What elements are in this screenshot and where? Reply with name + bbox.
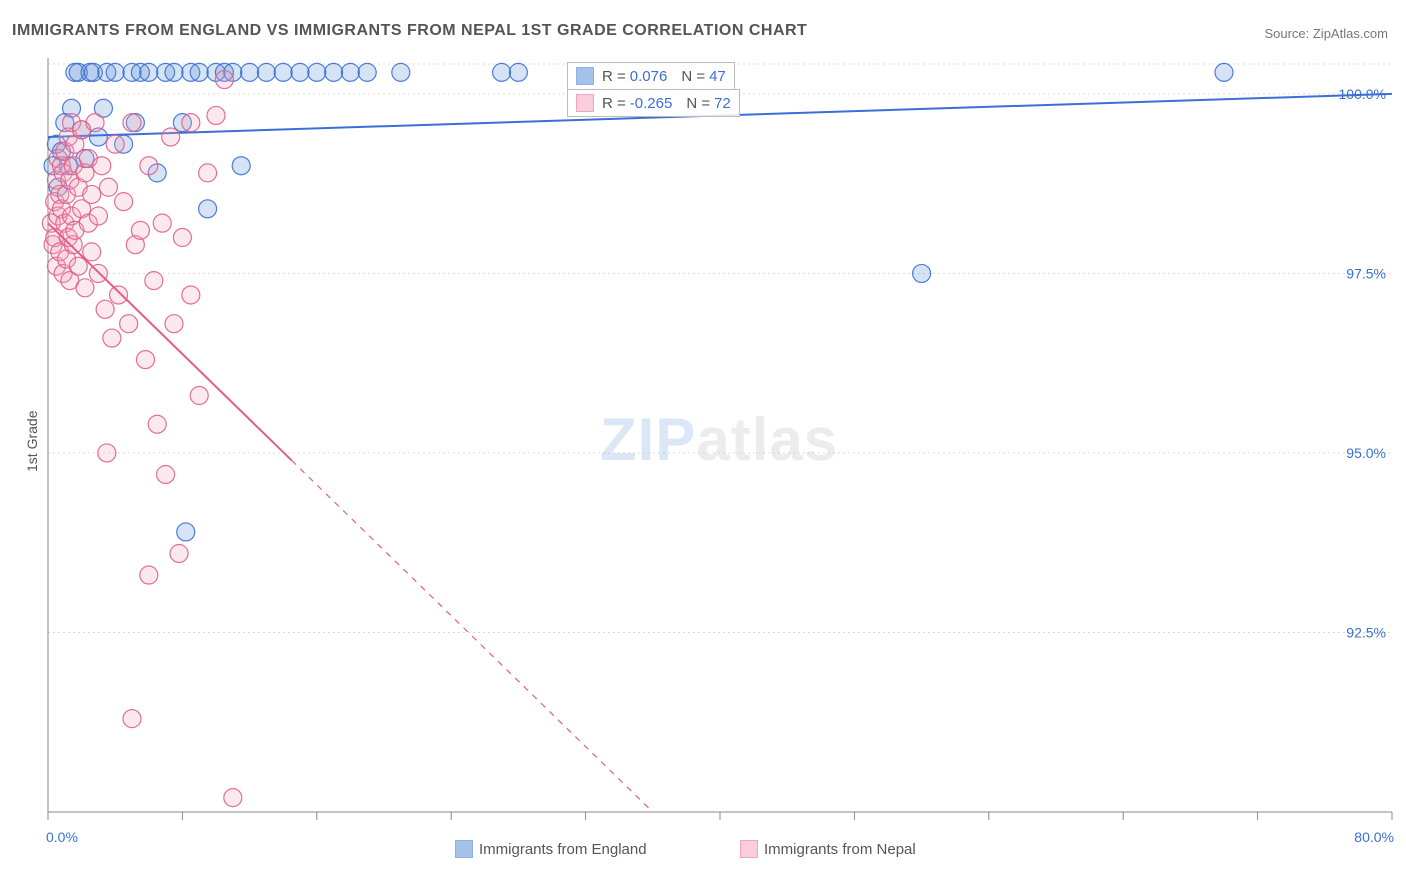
data-point-nepal	[165, 315, 183, 333]
corr-r-label: R =	[602, 95, 626, 112]
scatter-plot: 100.0%97.5%95.0%92.5%0.0%80.0%ZIPatlas	[0, 0, 1406, 892]
corr-swatch-england	[576, 67, 594, 85]
data-point-england	[493, 63, 511, 81]
data-point-england	[341, 63, 359, 81]
data-point-nepal	[182, 286, 200, 304]
data-point-nepal	[157, 465, 175, 483]
data-point-england	[325, 63, 343, 81]
data-point-nepal	[93, 157, 111, 175]
data-point-nepal	[103, 329, 121, 347]
corr-n-label: N =	[686, 95, 710, 112]
data-point-england	[199, 200, 217, 218]
data-point-nepal	[110, 286, 128, 304]
data-point-nepal	[207, 106, 225, 124]
legend-swatch-england	[455, 840, 473, 858]
legend-item-nepal: Immigrants from Nepal	[740, 840, 916, 858]
data-point-england	[274, 63, 292, 81]
data-point-nepal	[96, 300, 114, 318]
data-point-nepal	[136, 351, 154, 369]
data-point-england	[392, 63, 410, 81]
data-point-england	[241, 63, 259, 81]
data-point-england	[257, 63, 275, 81]
data-point-england	[913, 264, 931, 282]
data-point-nepal	[123, 114, 141, 132]
corr-n-value-nepal: 72	[714, 95, 731, 112]
data-point-nepal	[215, 71, 233, 89]
legend-item-england: Immigrants from England	[455, 840, 647, 858]
data-point-nepal	[98, 444, 116, 462]
data-point-england	[106, 63, 124, 81]
corr-r-label: R =	[602, 68, 626, 85]
x-tick-label: 0.0%	[46, 829, 78, 845]
data-point-nepal	[83, 185, 101, 203]
correlation-box-england: R =0.076 N =47	[567, 62, 735, 90]
data-point-england	[232, 157, 250, 175]
data-point-nepal	[162, 128, 180, 146]
legend-label-england: Immigrants from England	[479, 841, 647, 858]
correlation-box-nepal: R =-0.265 N =72	[567, 89, 740, 117]
corr-n-value-england: 47	[709, 68, 726, 85]
watermark: ZIPatlas	[600, 406, 838, 473]
data-point-nepal	[145, 272, 163, 290]
data-point-nepal	[224, 789, 242, 807]
y-tick-label: 95.0%	[1346, 445, 1386, 461]
trend-line-dashed-nepal	[292, 460, 653, 812]
data-point-nepal	[190, 387, 208, 405]
data-point-nepal	[106, 135, 124, 153]
data-point-nepal	[115, 193, 133, 211]
data-point-nepal	[99, 178, 117, 196]
data-point-england	[1215, 63, 1233, 81]
data-point-nepal	[173, 229, 191, 247]
data-point-england	[509, 63, 527, 81]
data-point-england	[177, 523, 195, 541]
data-point-england	[291, 63, 309, 81]
data-point-nepal	[120, 315, 138, 333]
x-tick-label: 80.0%	[1354, 829, 1394, 845]
data-point-england	[165, 63, 183, 81]
data-point-nepal	[76, 279, 94, 297]
legend-swatch-nepal	[740, 840, 758, 858]
data-point-nepal	[140, 157, 158, 175]
data-point-nepal	[170, 544, 188, 562]
corr-n-label: N =	[681, 68, 705, 85]
trend-line-nepal	[48, 223, 292, 460]
data-point-england	[308, 63, 326, 81]
data-point-nepal	[123, 710, 141, 728]
corr-swatch-nepal	[576, 94, 594, 112]
y-tick-label: 92.5%	[1346, 624, 1386, 640]
data-point-nepal	[89, 207, 107, 225]
data-point-nepal	[199, 164, 217, 182]
data-point-nepal	[148, 415, 166, 433]
corr-r-value-england: 0.076	[630, 68, 668, 85]
data-point-nepal	[182, 114, 200, 132]
data-point-england	[358, 63, 376, 81]
legend-label-nepal: Immigrants from Nepal	[764, 841, 916, 858]
y-tick-label: 97.5%	[1346, 265, 1386, 281]
data-point-england	[190, 63, 208, 81]
data-point-england	[140, 63, 158, 81]
data-point-nepal	[86, 114, 104, 132]
data-point-nepal	[153, 214, 171, 232]
corr-r-value-nepal: -0.265	[630, 95, 673, 112]
data-point-nepal	[140, 566, 158, 584]
data-point-nepal	[131, 221, 149, 239]
